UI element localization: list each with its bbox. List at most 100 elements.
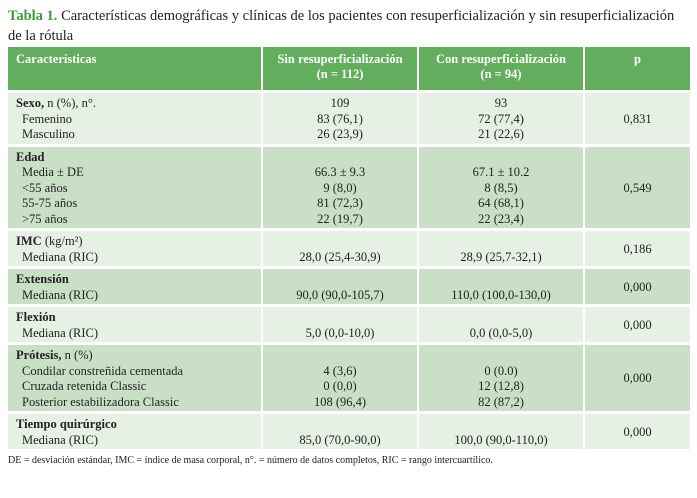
group-heading: Sexo, n (%), n°.: [16, 96, 253, 112]
value: 93: [494, 96, 508, 110]
value: 0 (0.0): [484, 363, 518, 378]
header-label: Con resuperficialización: [436, 52, 566, 66]
value: 12 (12,8): [478, 379, 524, 393]
table-label: Tabla 1.: [8, 8, 58, 24]
subcategory-label: Mediana (RIC): [22, 287, 99, 302]
value: 5,0 (0,0-10,0): [305, 325, 375, 340]
subcategory-label: Masculino: [22, 127, 75, 141]
characteristics-table: Características Sin resuperficialización…: [8, 47, 690, 452]
subcategory-label: <55 años: [22, 180, 68, 195]
value: [427, 272, 575, 288]
value: [271, 310, 409, 326]
group-heading: IMC (kg/m²): [16, 234, 253, 250]
value: [271, 234, 409, 250]
table-header-row: Características Sin resuperficialización…: [8, 47, 690, 93]
group-heading-bold: Prótesis,: [16, 348, 62, 362]
subcategory-label: Media ± DE: [22, 165, 84, 179]
p-value: 0,000: [584, 343, 690, 414]
table-row-group: Flexión Mediana (RIC) 5,0 (0,0-10,0) 0,0 (0…: [8, 305, 690, 345]
value: 28,0 (25,4-30,9): [299, 249, 381, 264]
characteristic-cell: Extensión Mediana (RIC): [8, 267, 263, 307]
footnote: DE = desviación estándar, IMC = índice d…: [8, 455, 493, 466]
group-heading-bold: Extensión: [16, 272, 69, 286]
p-value: 0,831: [584, 91, 690, 147]
value: 22 (19,7): [317, 211, 363, 226]
group-heading: Tiempo quirúrgico: [16, 417, 253, 433]
group-heading-bold: Tiempo quirúrgico: [16, 417, 117, 431]
characteristic-cell: Tiempo quirúrgico Mediana (RIC): [8, 412, 263, 452]
value: [427, 348, 575, 364]
subcategory-label: Mediana (RIC): [22, 432, 99, 447]
header-n: (n = 94): [480, 67, 522, 81]
value: [271, 348, 409, 364]
header-n: (n = 112): [316, 67, 364, 81]
subcategory-label: Posterior estabilizadora Classic: [22, 394, 179, 409]
table-row-group: Tiempo quirúrgico Mediana (RIC) 85,0 (70,0…: [8, 412, 690, 452]
header-p: p: [584, 47, 690, 93]
group-heading: Flexión: [16, 310, 253, 326]
value: 100,0 (90,0-110,0): [454, 432, 548, 447]
value: 82 (87,2): [478, 394, 524, 409]
table-row-group: Extensión Mediana (RIC) 90,0 (90,0-105,7) 1…: [8, 267, 690, 307]
value: 0,0 (0,0-5,0): [469, 325, 533, 340]
sin-resuperficializacion-cell: 85,0 (70,0-90,0): [262, 412, 419, 452]
value: 85,0 (70,0-90,0): [299, 432, 381, 447]
p-value: 0,549: [584, 145, 690, 231]
group-heading-bold: Edad: [16, 149, 45, 164]
value: [271, 272, 409, 288]
group-heading-bold: Sexo,: [16, 96, 45, 110]
table-row-group: IMC (kg/m²) Mediana (RIC) 28,0 (25,4-30,9)…: [8, 229, 690, 269]
page-content: Tabla 1. Características demográficas y …: [8, 6, 690, 466]
subcategory-label: 55-75 años: [22, 196, 78, 210]
value: [427, 234, 575, 250]
table-row-group: Prótesis, n (%) Condilar constreñida ceme…: [8, 343, 690, 414]
subcategory-label: Condilar constreñida cementada: [22, 363, 184, 378]
characteristic-cell: Flexión Mediana (RIC): [8, 305, 263, 345]
group-heading-rest: n (%), n°.: [44, 96, 96, 110]
value: 9 (8,0): [323, 180, 357, 195]
value: 109: [330, 96, 350, 110]
value: 4 (3,6): [323, 363, 357, 378]
group-heading: Extensión: [16, 272, 253, 288]
con-resuperficializacion-cell: 0,0 (0,0-5,0): [418, 305, 585, 345]
sin-resuperficializacion-cell: 66.3 ± 9.3 9 (8,0) 81 (72,3) 22 (19,7): [262, 145, 419, 231]
value: 110,0 (100,0-130,0): [451, 287, 551, 302]
header-sin-resuperficializacion: Sin resuperficialización (n = 112): [262, 47, 419, 93]
table-caption: Tabla 1. Características demográficas y …: [8, 6, 688, 46]
con-resuperficializacion-cell: 28,9 (25,7-32,1): [418, 229, 585, 269]
group-heading-rest: (kg/m²): [41, 234, 83, 248]
sin-resuperficializacion-cell: 4 (3,6) 0 (0,0) 108 (96,4): [262, 343, 419, 414]
con-resuperficializacion-cell: 0 (0.0) 12 (12,8) 82 (87,2): [418, 343, 585, 414]
con-resuperficializacion-cell: 93 72 (77,4) 21 (22,6): [418, 91, 585, 147]
con-resuperficializacion-cell: 110,0 (100,0-130,0): [418, 267, 585, 307]
subcategory-label: >75 años: [22, 211, 68, 226]
group-heading-rest: n (%): [61, 348, 93, 362]
sin-resuperficializacion-cell: 109 83 (76,1) 26 (23,9): [262, 91, 419, 147]
value: [271, 150, 409, 166]
p-value: 0,000: [584, 267, 690, 307]
header-con-resuperficializacion: Con resuperficialización (n = 94): [418, 47, 585, 93]
p-value: 0,000: [584, 305, 690, 345]
sin-resuperficializacion-cell: 28,0 (25,4-30,9): [262, 229, 419, 269]
value: 21 (22,6): [478, 127, 524, 141]
value: 66.3 ± 9.3: [314, 165, 366, 179]
value: [427, 150, 575, 166]
value: 108 (96,4): [313, 394, 367, 409]
characteristic-cell: Sexo, n (%), n°. Femenino Masculino: [8, 91, 263, 147]
group-heading: Edad: [16, 150, 253, 166]
characteristic-cell: Prótesis, n (%) Condilar constreñida ceme…: [8, 343, 263, 414]
value: 67.1 ± 10.2: [472, 165, 530, 179]
value: 8 (8,5): [484, 180, 518, 195]
con-resuperficializacion-cell: 67.1 ± 10.2 8 (8,5) 64 (68,1) 22 (23,4): [418, 145, 585, 231]
value: [271, 417, 409, 433]
value: [427, 310, 575, 326]
table-row-group: Sexo, n (%), n°. Femenino Masculino 109 83 (…: [8, 91, 690, 147]
group-heading-bold: Flexión: [16, 310, 56, 324]
characteristic-cell: IMC (kg/m²) Mediana (RIC): [8, 229, 263, 269]
subcategory-label: Cruzada retenida Classic: [22, 379, 147, 393]
p-value: 0,186: [584, 229, 690, 269]
header-characteristics: Características: [8, 47, 263, 93]
group-heading: Prótesis, n (%): [16, 348, 253, 364]
header-label: Sin resuperficialización: [277, 52, 403, 66]
table-caption-text: Características demográficas y clínicas …: [8, 8, 675, 44]
